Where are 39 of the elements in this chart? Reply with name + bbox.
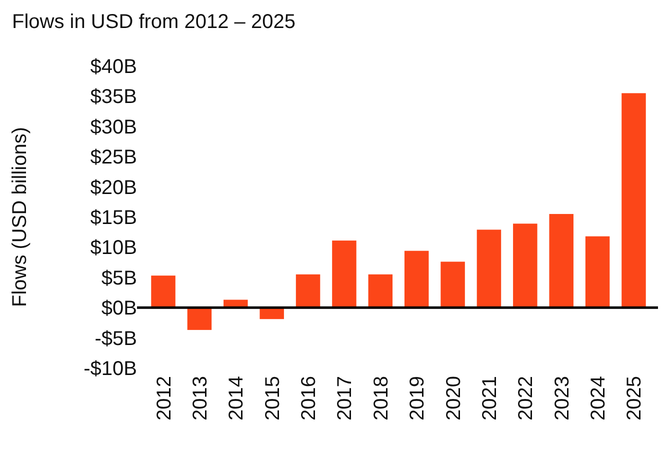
y-tick-label: $30B bbox=[90, 116, 137, 138]
x-tick-label: 2016 bbox=[298, 376, 320, 420]
bar bbox=[513, 224, 538, 308]
y-tick-label: $15B bbox=[90, 207, 137, 229]
x-tick-label: 2020 bbox=[442, 376, 465, 420]
x-tick-label: 2012 bbox=[153, 376, 176, 420]
y-tick-label: $25B bbox=[90, 146, 137, 169]
x-tick-label: 2021 bbox=[478, 376, 501, 420]
bar bbox=[151, 276, 176, 308]
x-tick-label: 2025 bbox=[624, 376, 646, 420]
x-tick-label: 2018 bbox=[370, 376, 392, 420]
bar bbox=[476, 230, 502, 308]
x-tick-label: 2019 bbox=[406, 376, 429, 420]
y-tick-label: -$5B bbox=[94, 328, 137, 350]
x-tick-label: 2022 bbox=[515, 376, 538, 420]
x-tick-label: 2015 bbox=[262, 376, 284, 420]
y-tick-label: $10B bbox=[90, 237, 137, 260]
chart-subtitle: Flows in USD from 2012 – 2025 bbox=[12, 11, 296, 33]
x-tick-label: 2023 bbox=[551, 376, 574, 420]
y-tick-label: $0B bbox=[101, 298, 137, 320]
bar bbox=[622, 93, 646, 308]
x-tick-label: 2017 bbox=[334, 376, 356, 420]
x-tick-label: 2013 bbox=[189, 376, 212, 420]
bar bbox=[332, 240, 356, 308]
y-tick-label: $35B bbox=[90, 86, 137, 108]
y-tick-label: -$10B bbox=[84, 358, 137, 380]
y-tick-label: $20B bbox=[90, 176, 137, 199]
bar bbox=[585, 236, 610, 308]
x-tick-label: 2024 bbox=[588, 376, 610, 420]
y-tick-label: $40B bbox=[90, 56, 137, 78]
y-axis-title: Flows (USD billions) bbox=[9, 126, 31, 308]
bar bbox=[549, 214, 574, 308]
bar bbox=[440, 262, 465, 308]
x-tick-label: 2014 bbox=[226, 376, 248, 420]
bar bbox=[404, 250, 429, 308]
y-tick-label: $5B bbox=[101, 267, 137, 290]
bar bbox=[187, 308, 212, 330]
bar bbox=[368, 274, 393, 308]
bar bbox=[296, 274, 320, 308]
